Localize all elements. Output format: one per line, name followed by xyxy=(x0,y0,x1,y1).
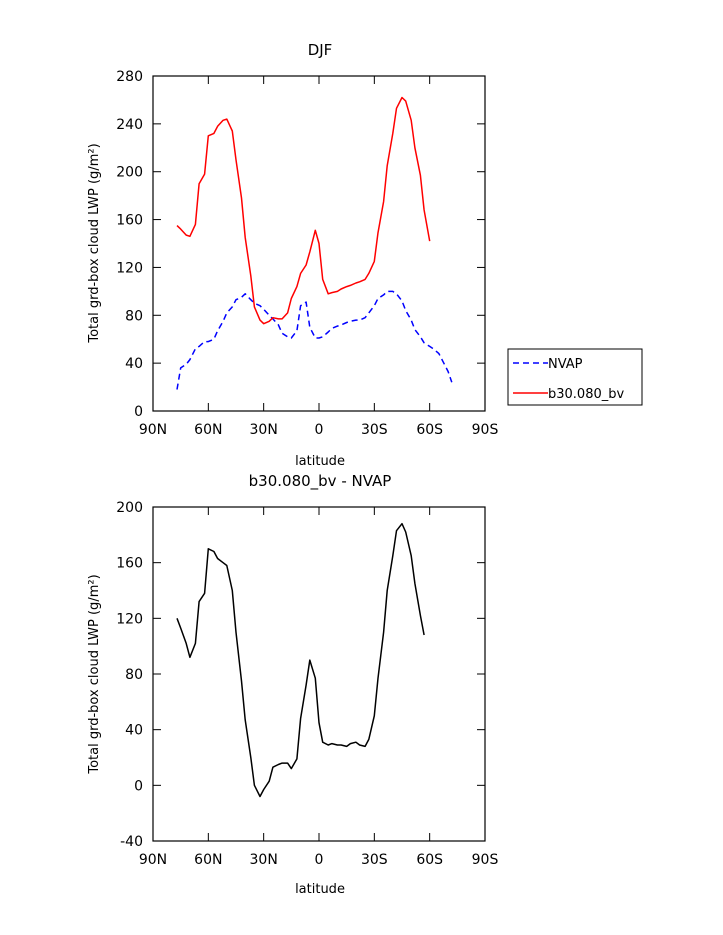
series-lines xyxy=(176,96,453,390)
y-tick-label: 40 xyxy=(125,356,143,372)
x-axis-label: latitude xyxy=(295,454,345,469)
y-tick-label: 160 xyxy=(116,213,143,229)
x-tick-label: 0 xyxy=(315,852,324,868)
series-lines xyxy=(176,522,425,798)
y-tick-label: -40 xyxy=(120,834,143,850)
y-axis-label: Total grd-box cloud LWP (g/m²) xyxy=(87,143,102,343)
series-line-difference xyxy=(176,522,425,798)
x-tick-label: 90N xyxy=(139,852,167,868)
legend-label-b30: b30.080_bv xyxy=(548,387,624,402)
y-tick-label: 240 xyxy=(116,117,143,133)
y-tick-label: 200 xyxy=(116,165,143,181)
y-tick-label: 200 xyxy=(116,500,143,516)
plot-frame xyxy=(152,506,486,842)
x-axis-label: latitude xyxy=(295,882,345,897)
x-tick-label: 0 xyxy=(315,422,324,438)
legend-label-nvap: NVAP xyxy=(548,357,583,372)
y-tick-label: 80 xyxy=(125,667,143,683)
chart-title: DJF xyxy=(308,41,333,59)
x-tick-label: 30N xyxy=(250,852,278,868)
x-axis: 90N 60N 30N 0 30S 60S 90S xyxy=(139,507,499,868)
y-tick-label: 160 xyxy=(116,556,143,572)
series-line-b30-080-bv xyxy=(176,96,431,325)
chart-title: b30.080_bv - NVAP xyxy=(249,472,392,491)
series-line-nvap xyxy=(176,290,453,390)
x-tick-label: 30S xyxy=(361,852,388,868)
y-tick-label: 0 xyxy=(134,404,143,420)
legend: NVAP b30.080_bv xyxy=(507,348,643,406)
x-tick-label: 60N xyxy=(194,852,222,868)
y-tick-label: 280 xyxy=(116,69,143,85)
x-tick-label: 90S xyxy=(472,422,499,438)
y-axis-label: Total grd-box cloud LWP (g/m²) xyxy=(87,574,102,774)
y-tick-label: 40 xyxy=(125,723,143,739)
bottom-chart-panel: b30.080_bv - NVAP -40 0 40 80 120 160 200 90N 6… xyxy=(87,472,498,897)
x-tick-label: 90N xyxy=(139,422,167,438)
y-axis: 0 40 80 120 160 200 240 280 xyxy=(116,69,485,420)
y-axis: -40 0 40 80 120 160 200 xyxy=(116,500,485,850)
x-tick-label: 60S xyxy=(416,852,443,868)
y-tick-label: 80 xyxy=(125,308,143,324)
top-chart-panel: DJF 0 40 80 120 160 200 240 280 90N 60N 30N 0 30S 60… xyxy=(87,41,643,469)
y-tick-label: 120 xyxy=(116,260,143,276)
x-tick-label: 60N xyxy=(194,422,222,438)
y-tick-label: 0 xyxy=(134,778,143,794)
x-tick-label: 60S xyxy=(416,422,443,438)
legend-box xyxy=(507,348,643,406)
x-tick-label: 90S xyxy=(472,852,499,868)
y-tick-label: 120 xyxy=(116,611,143,627)
x-tick-label: 30S xyxy=(361,422,388,438)
x-tick-label: 30N xyxy=(250,422,278,438)
x-axis: 90N 60N 30N 0 30S 60S 90S xyxy=(139,76,499,438)
